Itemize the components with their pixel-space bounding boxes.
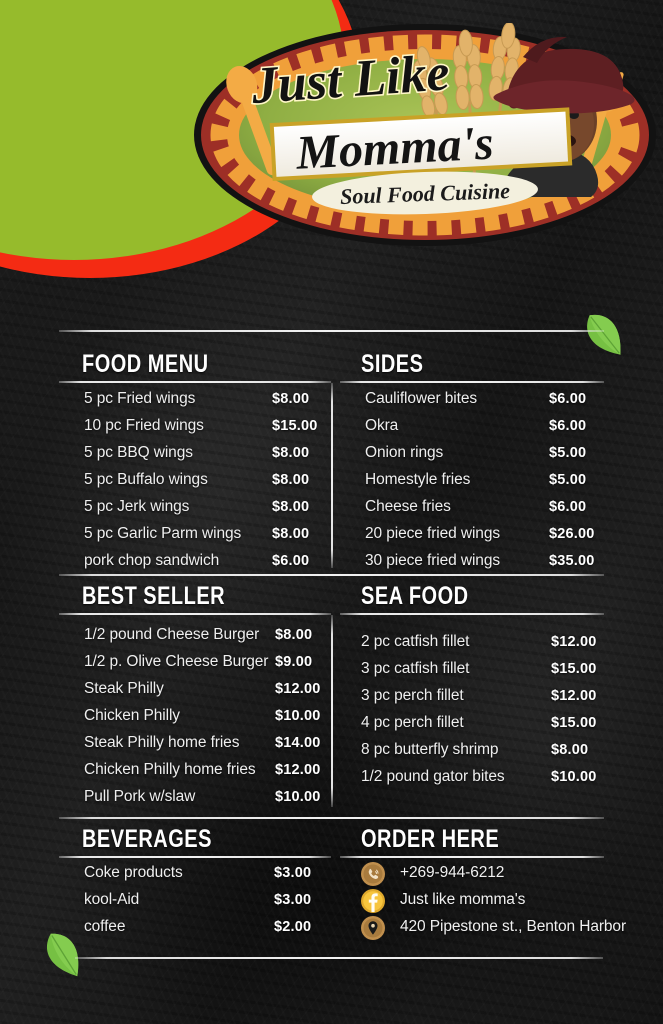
item-name: Coke products [84, 864, 183, 881]
item-name: 5 pc Fried wings [84, 390, 196, 407]
item-price: $9.00 [275, 654, 313, 670]
svg-text:Momma's: Momma's [294, 116, 495, 179]
contact-address[interactable]: 420 Pipestone st., Benton Harbor [361, 916, 626, 942]
item-name: 20 piece fried wings [365, 525, 500, 542]
section-title-best-seller: BEST SELLER [82, 582, 226, 610]
item-price: $3.00 [274, 865, 312, 881]
item-price: $12.00 [551, 688, 597, 704]
divider-mid-1 [59, 574, 604, 576]
item-price: $10.00 [551, 769, 597, 785]
item-name: Pull Pork w/slaw [84, 788, 196, 805]
item-name: 10 pc Fried wings [84, 417, 204, 434]
item-name: 1/2 pound Cheese Burger [84, 626, 260, 643]
address: 420 Pipestone st., Benton Harbor [400, 918, 627, 935]
restaurant-logo: Just Like Momma's Soul Food Cuisine [193, 23, 658, 248]
item-name: 4 pc perch fillet [361, 714, 464, 731]
divider-mid-2 [59, 817, 604, 819]
contact-facebook[interactable]: Just like momma's [361, 889, 611, 915]
item-price: $8.00 [272, 472, 310, 488]
section-title-sea-food: SEA FOOD [361, 582, 469, 610]
item-price: $15.00 [551, 715, 597, 731]
item-price: $12.00 [275, 681, 321, 697]
facebook-icon [361, 889, 385, 913]
divider-beverages [59, 856, 331, 858]
item-price: $10.00 [275, 789, 321, 805]
item-name: 5 pc Jerk wings [84, 498, 190, 515]
divider-food-menu [59, 381, 331, 383]
item-price: $8.00 [272, 391, 310, 407]
item-price: $26.00 [549, 526, 595, 542]
item-price: $6.00 [549, 391, 587, 407]
item-price: $15.00 [272, 418, 318, 434]
divider-sea-food [340, 613, 604, 615]
item-name: 2 pc catfish fillet [361, 633, 470, 650]
location-pin-icon [361, 916, 385, 940]
item-name: 3 pc catfish fillet [361, 660, 470, 677]
item-price: $15.00 [551, 661, 597, 677]
item-price: $12.00 [275, 762, 321, 778]
item-name: pork chop sandwich [84, 552, 220, 569]
facebook-handle: Just like momma's [400, 891, 526, 908]
item-name: Cheese fries [365, 498, 451, 515]
item-price: $6.00 [272, 553, 310, 569]
svg-text:Soul Food Cuisine: Soul Food Cuisine [340, 178, 511, 209]
item-name: Okra [365, 417, 399, 434]
item-name: 5 pc BBQ wings [84, 444, 193, 461]
phone-number: +269-944-6212 [400, 864, 505, 881]
section-title-beverages: BEVERAGES [82, 825, 212, 853]
item-price: $8.00 [551, 742, 589, 758]
item-price: $5.00 [549, 472, 587, 488]
item-name: 5 pc Buffalo wings [84, 471, 208, 488]
item-price: $8.00 [272, 445, 310, 461]
svg-text:Just Like: Just Like [249, 44, 451, 115]
item-price: $10.00 [275, 708, 321, 724]
divider-best-seller [59, 613, 331, 615]
phone-icon [361, 862, 385, 886]
item-name: Steak Philly home fries [84, 734, 240, 751]
item-name: 5 pc Garlic Parm wings [84, 525, 242, 542]
item-name: 3 pc perch fillet [361, 687, 464, 704]
item-name: kool-Aid [84, 891, 140, 908]
item-name: 1/2 pound gator bites [361, 768, 505, 785]
divider-vertical-row2 [331, 615, 333, 807]
divider-bottom [75, 957, 603, 959]
item-price: $8.00 [272, 499, 310, 515]
item-price: $6.00 [549, 499, 587, 515]
leaf-decoration-bottom-left [35, 926, 93, 989]
item-name: Chicken Philly [84, 707, 180, 724]
item-name: Onion rings [365, 444, 444, 461]
divider-sides [340, 381, 604, 383]
item-name: Homestyle fries [365, 471, 471, 488]
item-price: $14.00 [275, 735, 321, 751]
leaf-decoration-top-right [576, 306, 634, 369]
divider-top [59, 330, 604, 332]
item-name: Steak Philly [84, 680, 164, 697]
divider-order-here [340, 856, 604, 858]
contact-phone[interactable]: +269-944-6212 [361, 862, 611, 888]
item-name: Cauliflower bites [365, 390, 478, 407]
item-price: $12.00 [551, 634, 597, 650]
divider-vertical-row1 [331, 383, 333, 568]
section-title-food-menu: FOOD MENU [82, 350, 209, 378]
item-price: $8.00 [275, 627, 313, 643]
item-price: $35.00 [549, 553, 595, 569]
item-name: 8 pc butterfly shrimp [361, 741, 499, 758]
item-price: $3.00 [274, 892, 312, 908]
item-name: 1/2 p. Olive Cheese Burger [84, 653, 269, 670]
item-price: $6.00 [549, 418, 587, 434]
item-name: 30 piece fried wings [365, 552, 500, 569]
item-name: Chicken Philly home fries [84, 761, 256, 778]
item-name: coffee [84, 918, 126, 935]
item-price: $2.00 [274, 919, 312, 935]
item-price: $5.00 [549, 445, 587, 461]
section-title-order-here: ORDER HERE [361, 825, 500, 853]
section-title-sides: SIDES [361, 350, 424, 378]
item-price: $8.00 [272, 526, 310, 542]
